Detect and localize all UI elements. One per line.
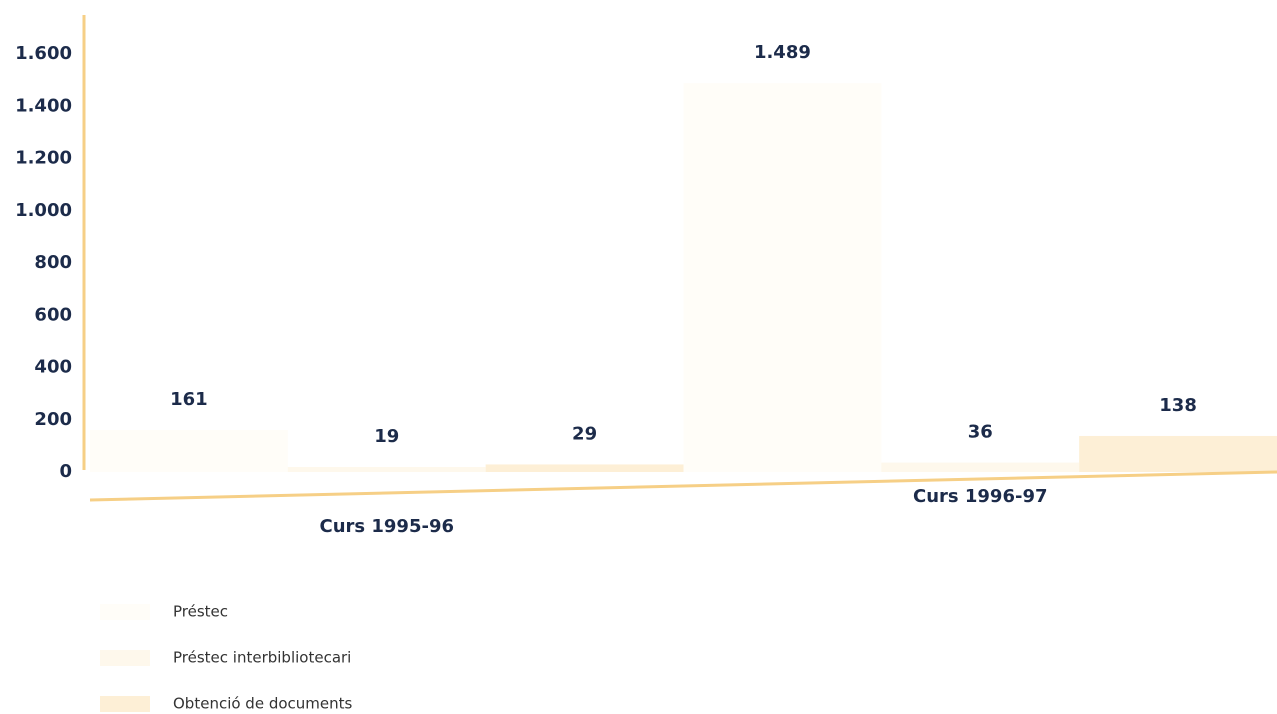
bar xyxy=(485,464,684,472)
y-tick-label: 1.600 xyxy=(15,43,72,64)
bar xyxy=(683,83,882,472)
y-tick-label: 1.400 xyxy=(15,95,72,116)
value-label: 138 xyxy=(1159,395,1197,416)
y-tick-label: 0 xyxy=(59,461,72,482)
bar xyxy=(287,467,486,472)
y-tick-label: 1.200 xyxy=(15,148,72,169)
legend-swatch xyxy=(100,604,150,620)
y-tick-label: 800 xyxy=(34,252,72,273)
value-label: 1.489 xyxy=(754,42,811,63)
y-tick-label: 200 xyxy=(34,409,72,430)
legend-label: Obtenció de documents xyxy=(173,695,353,713)
value-label: 19 xyxy=(374,426,399,447)
bar xyxy=(881,462,1080,472)
legend-swatch xyxy=(100,696,150,712)
y-tick-label: 400 xyxy=(34,357,72,378)
legend-label: Préstec xyxy=(173,603,228,621)
x-tick-label: Curs 1996-97 xyxy=(913,486,1048,507)
legend-swatch xyxy=(100,650,150,666)
value-label: 161 xyxy=(170,389,208,410)
bar xyxy=(1079,435,1277,472)
x-axis xyxy=(89,470,1277,502)
bar xyxy=(90,429,288,472)
y-tick-label: 600 xyxy=(34,304,72,325)
value-label: 29 xyxy=(572,423,597,444)
x-tick-label: Curs 1995-96 xyxy=(320,516,455,537)
legend-label: Préstec interbibliotecari xyxy=(173,649,351,667)
value-label: 36 xyxy=(968,422,993,443)
y-tick-label: 1.000 xyxy=(15,200,72,221)
